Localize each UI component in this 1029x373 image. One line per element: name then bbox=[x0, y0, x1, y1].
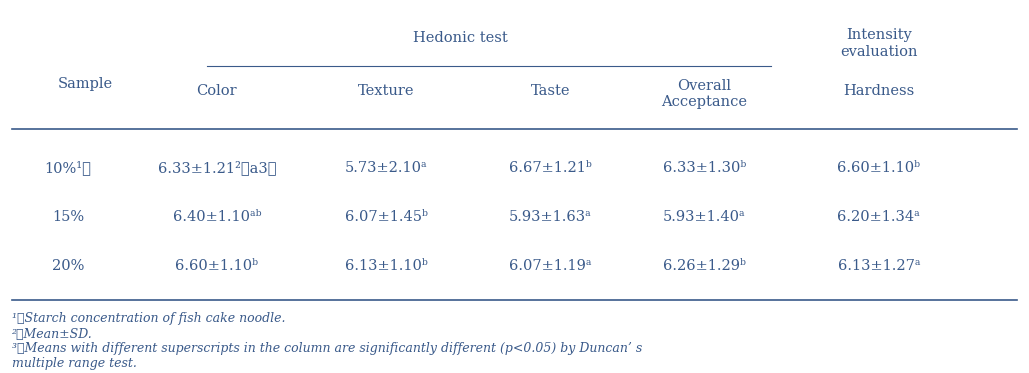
Text: 6.13±1.27ᵃ: 6.13±1.27ᵃ bbox=[838, 259, 920, 273]
Text: 6.13±1.10ᵇ: 6.13±1.10ᵇ bbox=[345, 259, 428, 273]
Text: 15%: 15% bbox=[52, 210, 84, 224]
Text: 6.40±1.10ᵃᵇ: 6.40±1.10ᵃᵇ bbox=[173, 210, 261, 224]
Text: 6.33±1.30ᵇ: 6.33±1.30ᵇ bbox=[663, 161, 746, 175]
Text: 6.60±1.10ᵇ: 6.60±1.10ᵇ bbox=[838, 161, 920, 175]
Text: ²⧠Mean±SD.: ²⧠Mean±SD. bbox=[11, 328, 93, 341]
Text: 6.07±1.45ᵇ: 6.07±1.45ᵇ bbox=[345, 210, 428, 224]
Text: 5.93±1.40ᵃ: 5.93±1.40ᵃ bbox=[663, 210, 746, 224]
Text: Sample: Sample bbox=[58, 77, 113, 91]
Text: 6.20±1.34ᵃ: 6.20±1.34ᵃ bbox=[838, 210, 920, 224]
Text: Overall
Acceptance: Overall Acceptance bbox=[662, 79, 747, 109]
Text: Intensity
evaluation: Intensity evaluation bbox=[840, 28, 918, 59]
Text: ¹⧠Starch concentration of fish cake noodle.: ¹⧠Starch concentration of fish cake nood… bbox=[11, 312, 285, 325]
Text: 6.67±1.21ᵇ: 6.67±1.21ᵇ bbox=[509, 161, 592, 175]
Text: 20%: 20% bbox=[51, 259, 84, 273]
Text: ³⧠Means with different superscripts in the column are significantly different (p: ³⧠Means with different superscripts in t… bbox=[11, 342, 642, 370]
Text: 6.33±1.21²⧠a3⧠: 6.33±1.21²⧠a3⧠ bbox=[157, 161, 276, 175]
Text: 6.60±1.10ᵇ: 6.60±1.10ᵇ bbox=[175, 259, 258, 273]
Text: 5.73±2.10ᵃ: 5.73±2.10ᵃ bbox=[345, 161, 427, 175]
Text: 6.07±1.19ᵃ: 6.07±1.19ᵃ bbox=[509, 259, 592, 273]
Text: Hardness: Hardness bbox=[843, 84, 915, 98]
Text: Color: Color bbox=[197, 84, 238, 98]
Text: 10%¹⧠: 10%¹⧠ bbox=[44, 161, 92, 175]
Text: Taste: Taste bbox=[531, 84, 570, 98]
Text: Hedonic test: Hedonic test bbox=[414, 31, 508, 45]
Text: 6.26±1.29ᵇ: 6.26±1.29ᵇ bbox=[663, 259, 746, 273]
Text: 5.93±1.63ᵃ: 5.93±1.63ᵃ bbox=[509, 210, 592, 224]
Text: Texture: Texture bbox=[358, 84, 415, 98]
